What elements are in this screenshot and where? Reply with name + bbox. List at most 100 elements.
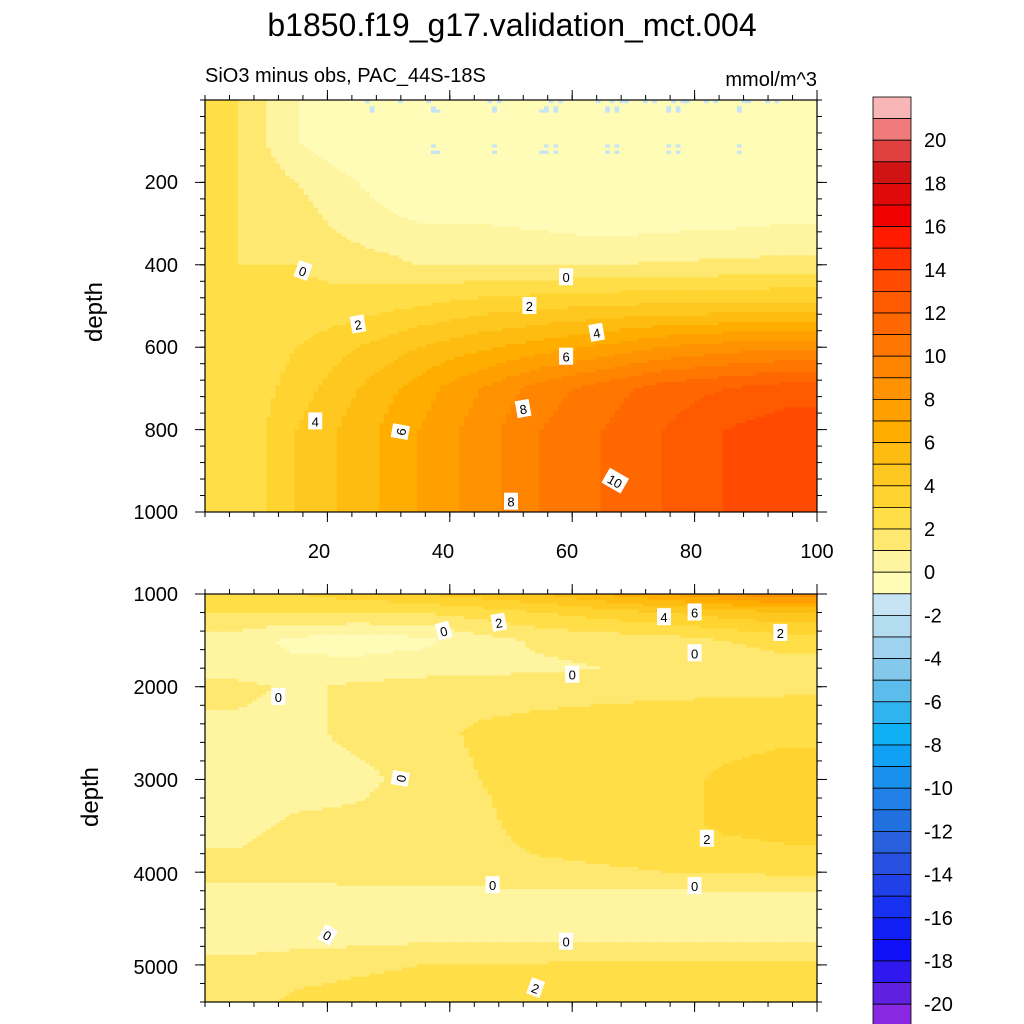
top-heatmap-cell [751,100,757,104]
top-heatmap-cell [529,106,536,111]
top-heatmap-cell [468,106,474,111]
top-heatmap-cell [355,112,361,117]
top-heatmap-cell [332,122,338,126]
top-heatmap-cell [275,119,281,123]
top-heatmap-cell [407,109,413,114]
top-heatmap-cell [407,100,413,104]
top-heatmap-cell [421,109,427,114]
top-heatmap-cell [784,100,790,104]
top-heatmap-cell [784,109,790,114]
top-heatmap-cell [779,103,785,107]
top-heatmap-cell [398,122,404,126]
top-heatmap-cell [520,115,526,120]
top-heatmap-cell [562,100,569,104]
top-heatmap-cell [402,112,409,117]
top-heatmap-cell [388,103,394,107]
top-heatmap-cell [440,100,446,104]
top-heatmap-cell [543,109,550,114]
top-heatmap-cell [623,115,630,120]
top-heatmap-cell [572,100,578,104]
top-heatmap-cell [445,106,451,111]
top-heatmap-cell [332,131,338,136]
top-heatmap-cell [252,119,258,123]
top-heatmap-cell [586,109,592,114]
top-heatmap-cell [558,119,564,123]
top-heatmap-cell [303,115,310,120]
top-heatmap-cell [430,125,437,130]
top-heatmap-cell [722,100,729,104]
top-heatmap-cell [383,125,390,130]
top-heatmap-cell [774,112,780,117]
top-heatmap-cell [214,112,220,117]
top-heatmap-cell [350,109,357,114]
top-heatmap-cell [732,103,738,107]
top-heatmap-cell [496,115,503,120]
top-heatmap-cell [642,112,649,117]
top-heatmap-cell [511,122,517,126]
top-heatmap-cell [685,109,691,114]
top-heatmap-cell [586,103,592,107]
top-heatmap-cell [704,125,710,130]
top-heatmap-cell [708,115,715,120]
top-heatmap-cell [675,103,682,107]
top-heatmap-cell [299,122,305,126]
top-heatmap-cell [270,109,277,114]
top-heatmap-cell [360,119,366,123]
top-heatmap-cell [765,115,771,120]
top-heatmap-cell [473,125,479,130]
top-heatmap-cell [209,103,216,107]
top-heatmap-cell [558,122,564,126]
top-heatmap-cell [543,100,550,104]
top-heatmap-cell [393,109,399,114]
top-heatmap-cell [769,122,776,126]
top-heatmap-cell [322,122,328,126]
top-heatmap-cell [548,115,554,120]
top-heatmap-cell [539,100,545,104]
top-heatmap-cell [732,122,738,126]
top-heatmap-cell [506,100,512,104]
top-heatmap-cell [628,100,634,104]
top-heatmap-cell [671,122,677,126]
top-heatmap-cell [449,131,456,136]
top-heatmap-cell [313,131,319,136]
top-heatmap-cell [487,100,493,104]
top-heatmap-cell [285,106,291,111]
top-heatmap-cell [525,122,531,126]
top-heatmap-cell [332,112,338,117]
top-heatmap-cell [393,100,399,104]
top-heatmap-cell [247,125,253,130]
top-heatmap-cell [755,125,762,130]
top-heatmap-cell [713,112,719,117]
top-heatmap-cell [393,115,399,120]
top-heatmap-cell [299,115,305,120]
top-heatmap-cell [623,125,630,130]
top-heatmap-cell [727,122,733,126]
top-heatmap-cell [647,119,653,123]
top-heatmap-cell [360,131,366,136]
top-heatmap-cell [562,109,569,114]
top-heatmap-cell [558,103,564,107]
top-heatmap-cell [708,106,715,111]
top-heatmap-cell [647,109,653,114]
top-heatmap-cell [727,115,733,120]
top-heatmap-cell [313,112,319,117]
top-heatmap-cell [539,106,545,111]
top-heatmap-cell [346,131,352,136]
top-heatmap-cell [581,125,587,130]
top-heatmap-cell [237,100,244,104]
top-heatmap-cell [661,128,667,133]
top-heatmap-cell [237,122,244,126]
top-heatmap-cell [553,100,559,104]
top-heatmap-cell [317,112,324,117]
top-heatmap-cell [473,109,479,114]
top-heatmap-cell [722,115,729,120]
top-heatmap-cell [755,106,762,111]
top-heatmap-cell [586,106,592,111]
top-heatmap-cell [473,103,479,107]
top-heatmap-cell [680,112,686,117]
top-heatmap-cell [741,112,747,117]
top-heatmap-cell [623,109,630,114]
top-heatmap-cell [699,112,705,117]
top-heatmap-cell [388,106,394,111]
top-heatmap-cell [412,112,418,117]
